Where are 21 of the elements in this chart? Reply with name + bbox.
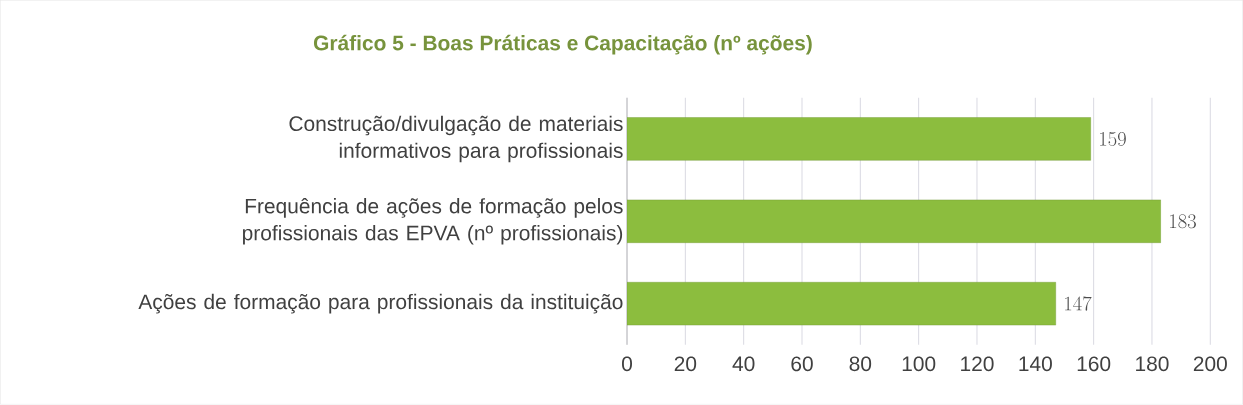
x-tick-label: 40 [732,356,755,372]
x-tick-label: 0 [622,356,633,372]
x-tick-label: 20 [674,356,697,372]
x-tick-label: 120 [961,356,994,372]
bar [627,117,1091,161]
x-tick-label: 200 [1193,356,1227,372]
x-tick-label: 180 [1136,356,1169,372]
y-tick-label: Frequência de ações de formação pelos profissionais das EPVA (nº profissionais) [242,198,623,245]
x-tick-label: 140 [1019,356,1052,372]
y-tick-label: Construção/divulgação de materiais informativos para profissionais [289,115,623,163]
x-tick-label: 100 [902,356,936,372]
bar [627,199,1161,244]
chart-title: Gráfico 5 - Boas Práticas e Capacitação (nº ações) [313,35,812,55]
data-label: 147 [1065,296,1092,311]
data-label: 159 [1100,132,1126,147]
data-label: 183 [1170,214,1196,229]
x-tick-label: 60 [791,356,813,372]
y-tick-label: Ações de formação para profissionais da instituição [138,294,623,314]
bar [627,282,1056,326]
x-tick-label: 80 [849,356,872,372]
x-tick-label: 160 [1077,356,1111,372]
